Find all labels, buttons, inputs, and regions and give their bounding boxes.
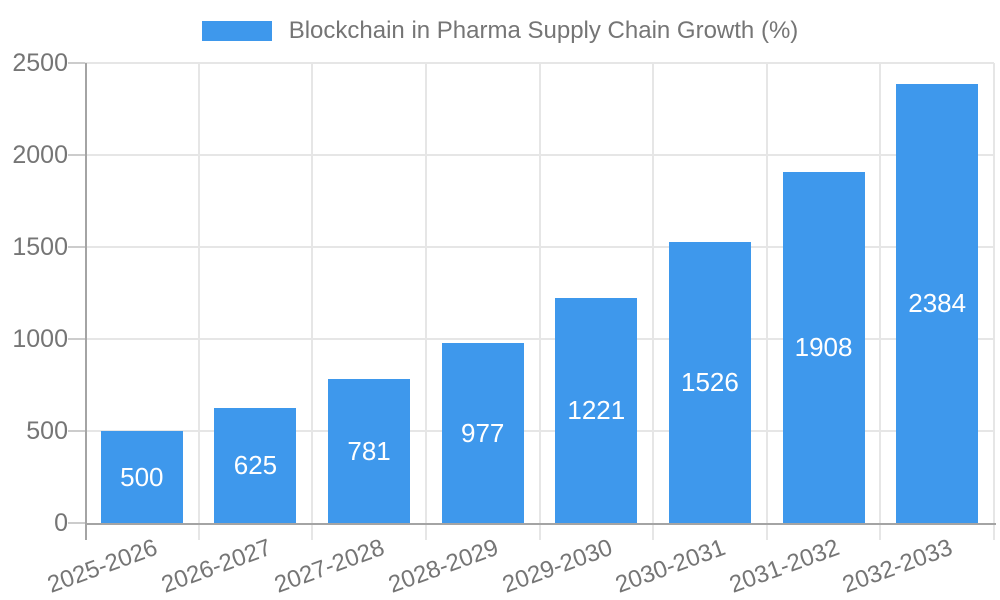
bar-value-label: 2384 [908, 288, 967, 319]
legend-label: Blockchain in Pharma Supply Chain Growth… [288, 17, 799, 44]
v-gridline [765, 63, 768, 540]
x-category-label: 2032-2033 [839, 534, 957, 599]
bar[interactable]: 1908 [782, 171, 865, 523]
v-gridline [424, 63, 427, 540]
bar-value-label: 1908 [794, 331, 853, 362]
x-category-label: 2026-2027 [157, 534, 275, 599]
x-category-label: 2029-2030 [498, 534, 616, 599]
y-axis-tick-label: 500 [26, 417, 68, 445]
bar[interactable]: 1526 [668, 242, 751, 523]
v-gridline [538, 63, 541, 540]
bar-value-label: 1526 [681, 367, 739, 398]
bar-value-label: 781 [347, 435, 391, 466]
bar[interactable]: 1221 [555, 298, 638, 523]
y-axis-tick-label: 2500 [12, 49, 68, 77]
y-axis-tick [68, 522, 85, 524]
bar[interactable]: 977 [441, 343, 524, 523]
y-axis-tick-label: 1500 [12, 233, 68, 261]
v-gridline [879, 63, 882, 540]
bar[interactable]: 500 [100, 431, 183, 523]
bar[interactable]: 781 [328, 379, 411, 523]
x-category-label: 2025-2026 [43, 534, 162, 599]
legend[interactable]: Blockchain in Pharma Supply Chain Growth… [0, 17, 1000, 45]
y-axis-tick-label: 2000 [12, 141, 68, 169]
bar-value-label: 500 [120, 461, 164, 492]
y-axis-tick [68, 338, 85, 340]
bar-value-label: 625 [233, 450, 278, 480]
y-axis-tick [68, 154, 85, 156]
bar-value-label: 977 [460, 417, 505, 448]
x-axis-line [85, 523, 996, 525]
x-category-label: 2031-2032 [725, 534, 843, 599]
x-category-label: 2027-2028 [271, 534, 389, 599]
bar[interactable]: 2384 [896, 84, 979, 523]
v-gridline [311, 63, 314, 540]
bar-value-label: 1221 [567, 395, 626, 426]
x-category-label: 2028-2029 [384, 534, 502, 599]
v-gridline [652, 63, 655, 540]
y-axis-tick [68, 246, 85, 248]
y-axis-tick-label: 1000 [12, 325, 68, 353]
y-axis-tick-label: 0 [54, 509, 68, 537]
y-axis-tick [68, 62, 85, 64]
bar[interactable]: 625 [214, 408, 297, 523]
x-category-label: 2030-2031 [612, 534, 730, 599]
y-axis-line [85, 63, 87, 540]
v-gridline [993, 63, 995, 540]
legend-swatch-icon [201, 21, 272, 41]
y-axis-tick [68, 430, 85, 432]
v-gridline [197, 63, 200, 540]
